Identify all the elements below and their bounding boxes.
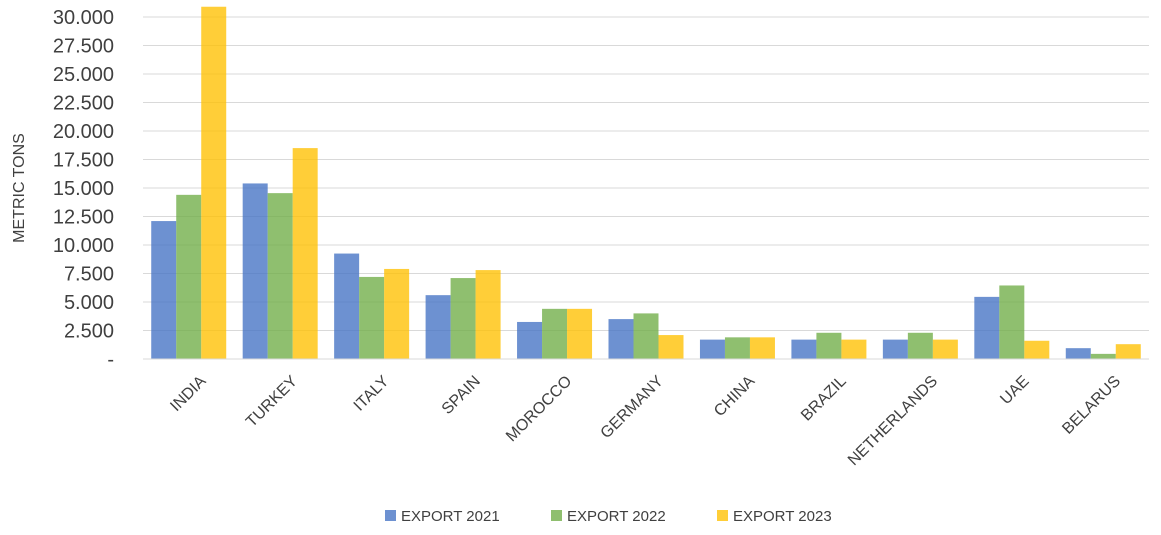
y-tick-label: - [107,349,114,371]
x-tick-label: TURKEY [243,373,301,431]
x-tick-label: UAE [997,373,1032,408]
legend-swatch [385,510,396,521]
bar [791,339,817,359]
x-axis-ticks: INDIA TURKEY ITALY SPAIN MOROCCO GERMANY CHINA… [167,373,1124,469]
bar-group [974,285,1050,359]
bar [151,221,177,359]
y-axis-title: METRIC TONS [11,133,28,243]
y-axis-ticks: - 2.500 5.000 7.500 10.000 12.500 15.000 17.500… [53,7,114,371]
bar-group [151,6,227,360]
x-tick-label: BRAZIL [798,373,850,425]
x-tick-label: GERMANY [598,373,667,442]
bar [1115,344,1141,359]
y-tick-label: 25.000 [53,64,114,86]
x-tick-label: SPAIN [439,373,484,418]
bar [334,253,360,359]
x-tick-label: NETHERLANDS [845,373,941,469]
bar [267,193,293,359]
bar [425,295,451,359]
bar [359,276,385,359]
bar [974,296,1000,359]
y-tick-label: 10.000 [53,235,114,257]
bar-groups [151,6,1141,360]
bar [176,194,202,359]
bar [658,335,684,359]
bar [699,339,725,359]
bar [475,270,501,359]
bar-group [242,148,318,359]
bar [567,308,593,359]
bar-group [699,337,775,359]
bar [841,339,867,359]
x-tick-label: CHINA [711,373,758,420]
bar [633,313,659,359]
bar [542,308,568,359]
bar-group [791,332,867,359]
y-tick-label: 30.000 [53,7,114,29]
bar [724,337,750,359]
bar [932,339,958,359]
bar-group [517,308,593,359]
y-tick-label: 20.000 [53,121,114,143]
legend-swatch [551,510,562,521]
bar [384,268,410,359]
bar [450,278,476,359]
bar [242,183,268,359]
y-tick-label: 17.500 [53,150,114,172]
legend-item: EXPORT 2021 [385,508,500,525]
legend-swatch [717,510,728,521]
bar-group [882,332,958,359]
x-tick-label: INDIA [167,373,209,415]
bar [816,332,842,359]
bar [749,337,775,359]
bar [608,319,634,359]
x-tick-label: BELARUS [1059,373,1124,438]
legend-item: EXPORT 2022 [551,508,666,525]
bar [1065,348,1091,359]
bar-group [334,253,410,359]
bar-group [425,270,501,359]
bar [517,321,543,359]
bar [292,148,318,359]
bar-group [608,313,684,359]
legend: EXPORT 2021 EXPORT 2022 EXPORT 2023 [385,508,832,525]
x-tick-label: MOROCCO [503,373,575,445]
y-tick-label: 12.500 [53,207,114,229]
bar [907,332,933,359]
legend-item: EXPORT 2023 [717,508,832,525]
y-tick-label: 7.500 [64,264,114,286]
x-tick-label: ITALY [351,373,393,415]
bar [882,339,908,359]
y-tick-label: 2.500 [64,321,114,343]
y-tick-label: 27.500 [53,36,114,58]
bar [999,285,1025,359]
y-tick-label: 5.000 [64,292,114,314]
bar [201,6,227,360]
bar [1090,353,1116,359]
y-tick-label: 15.000 [53,178,114,200]
legend-label: EXPORT 2022 [567,508,666,525]
legend-label: EXPORT 2021 [401,508,500,525]
bar-group [1065,344,1141,359]
bar [1024,340,1050,359]
y-tick-label: 22.500 [53,93,114,115]
legend-label: EXPORT 2023 [733,508,832,525]
